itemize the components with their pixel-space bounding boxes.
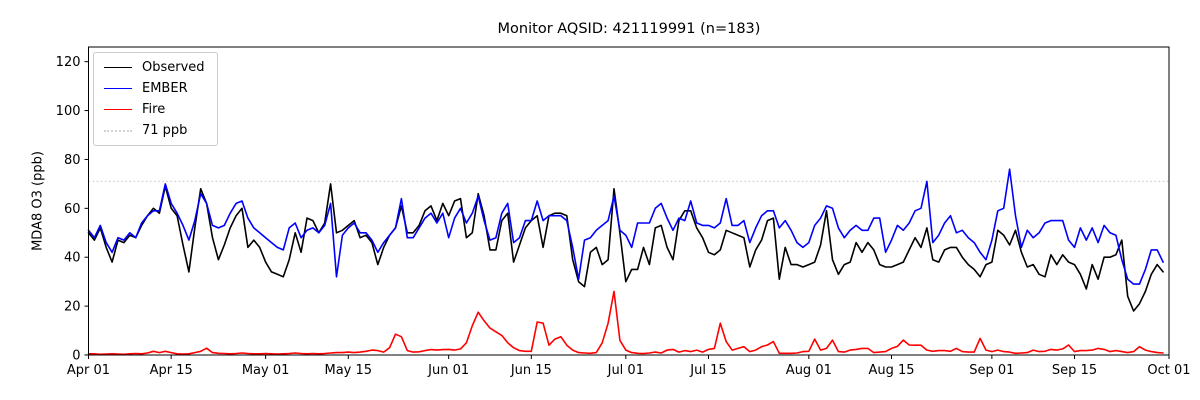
legend-item-fire: Fire: [104, 102, 205, 117]
plot-frame: [88, 46, 1170, 356]
x-tick-label: Apr 01: [67, 363, 110, 378]
x-tick-label: Jul 15: [689, 363, 726, 378]
ember-line-icon: [104, 88, 132, 89]
y-tick-label: 60: [64, 202, 81, 217]
legend-item-threshold: 71 ppb: [104, 123, 205, 138]
y-tick-label: 0: [72, 349, 80, 364]
x-tick-label: Sep 01: [969, 363, 1014, 378]
y-tick-label: 20: [64, 300, 81, 315]
y-tick-label: 40: [64, 251, 81, 266]
threshold-line-icon: [104, 129, 132, 132]
y-tick-label: 100: [56, 104, 81, 119]
series-line-fire: [87, 290, 1164, 356]
legend-label-fire: Fire: [142, 102, 166, 117]
y-tick-label: 120: [56, 55, 81, 70]
x-tick-label: May 01: [242, 363, 290, 378]
x-tick-label: Apr 15: [150, 363, 193, 378]
legend-label-observed: Observed: [142, 60, 205, 75]
legend-item-ember: EMBER: [104, 81, 205, 96]
fire-line-icon: [104, 109, 132, 110]
x-tick-label: May 15: [325, 363, 373, 378]
series-line-observed: [87, 183, 1164, 312]
x-tick-label: Aug 01: [786, 363, 832, 378]
legend-item-observed: Observed: [104, 60, 205, 75]
legend-label-ember: EMBER: [142, 81, 188, 96]
x-tick-label: Oct 01: [1147, 363, 1190, 378]
x-tick-label: Jun 15: [510, 363, 552, 378]
y-tick-label: 80: [64, 153, 81, 168]
x-tick-label: Aug 15: [868, 363, 914, 378]
series-line-ember: [87, 168, 1164, 285]
legend: Observed EMBER Fire 71 ppb: [93, 52, 218, 146]
y-axis-label: MDA8 O3 (ppb): [30, 151, 46, 251]
x-tick-label: Sep 15: [1052, 363, 1097, 378]
chart-title: Monitor AQSID: 421119991 (n=183): [497, 21, 761, 37]
observed-line-icon: [104, 67, 132, 68]
x-tick-label: Jun 01: [427, 363, 469, 378]
legend-label-threshold: 71 ppb: [142, 123, 188, 138]
x-tick-label: Jul 01: [607, 363, 644, 378]
